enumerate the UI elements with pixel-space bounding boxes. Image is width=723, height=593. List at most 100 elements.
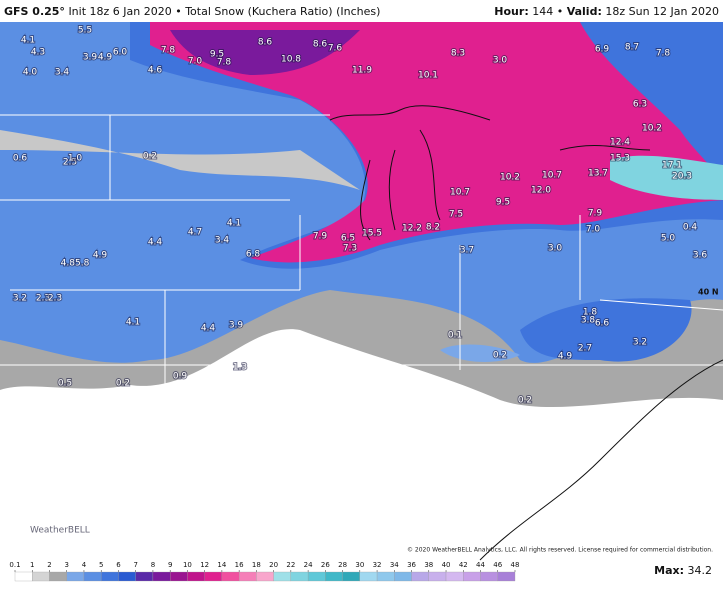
snow-label: 12.0	[531, 186, 551, 196]
snow-label: 3.6	[693, 251, 708, 261]
snow-label: 3.9	[229, 321, 244, 331]
header-valid: Hour: 144 • Valid: 18z Sun 12 Jan 2020	[494, 5, 719, 18]
snow-label: 1.3	[233, 363, 247, 373]
snow-label: 17.1	[662, 161, 682, 171]
description: Init 18z 6 Jan 2020 • Total Snow (Kucher…	[68, 5, 380, 18]
colorbar-tick-label: 26	[321, 561, 330, 569]
snow-label: 6.8	[246, 250, 261, 260]
colorbar-tick-label: 5	[99, 561, 103, 569]
snow-label: 0.1	[448, 331, 462, 341]
snow-label: 4.4	[148, 238, 163, 248]
colorbar-swatch	[342, 571, 360, 582]
snow-label: 9.5	[210, 50, 224, 60]
colorbar-swatch	[480, 571, 498, 582]
colorbar-swatch	[152, 571, 171, 582]
colorbar-swatch	[49, 571, 67, 582]
snow-label: 4.85.8	[61, 259, 90, 269]
snow-label: 8.6	[313, 40, 328, 50]
snow-label: 10.7	[542, 171, 562, 181]
snow-label: 3.9	[83, 53, 98, 63]
snow-label: 7.9	[313, 232, 328, 242]
colorbar-tick-label: 7	[133, 561, 137, 569]
colorbar-swatch	[221, 571, 240, 582]
snow-label: 1.8	[583, 308, 598, 318]
max-label: Max:	[654, 564, 684, 577]
snow-label: 4.7	[188, 228, 202, 238]
purple-shade	[170, 30, 360, 75]
snow-label: 4.9	[558, 352, 573, 362]
snow-label: 10.2	[642, 124, 662, 134]
cyan-shade	[610, 155, 723, 200]
colorbar-tick-label: 9	[168, 561, 172, 569]
east-blue-shade	[520, 298, 692, 362]
colorbar-tick-label: 4	[82, 561, 87, 569]
snow-label: 4.4	[201, 324, 216, 334]
header: GFS 0.25° Init 18z 6 Jan 2020 • Total Sn…	[4, 5, 719, 18]
snow-label: 4.0	[23, 68, 38, 78]
colorbar-tick-label: 10	[183, 561, 192, 569]
colorbar-swatch	[238, 571, 257, 582]
snow-label: 6.6	[595, 319, 610, 329]
snow-label: 0.2	[518, 396, 532, 406]
snow-label: 2.7	[578, 344, 592, 354]
snow-label: 7.8	[217, 58, 232, 68]
colorbar-tick-label: 38	[424, 561, 433, 569]
colorbar-tick-label: 8	[151, 561, 155, 569]
colorbar-tick-label: 6	[116, 561, 121, 569]
snow-label: 2.5	[63, 158, 77, 168]
colorbar-tick-label: 0.1	[9, 561, 20, 569]
colorbar-tick-label: 12	[200, 561, 209, 569]
snow-label: 0.9	[173, 372, 188, 382]
snow-label: 4.3	[31, 48, 45, 58]
snow-label: 6.5	[341, 234, 355, 244]
snow-label: 4.9	[98, 53, 113, 63]
snow-label: 20.3	[672, 172, 692, 182]
colorbar-swatch	[325, 571, 343, 582]
snow-label: 0.4	[683, 223, 698, 233]
colorbar-swatch	[376, 571, 395, 582]
colorbar-tick-label: 30	[355, 561, 364, 569]
snow-label: 3.8	[581, 316, 596, 326]
snow-label: 1.0	[68, 154, 83, 164]
colorbar-swatch	[118, 571, 136, 582]
snow-label: 6.0	[113, 48, 128, 58]
snow-label: 4.6	[148, 66, 163, 76]
colorbar-swatch	[463, 571, 481, 582]
snow-label: 4.1	[21, 36, 35, 46]
max: Max: 34.2	[654, 564, 712, 577]
snow-label: 7.9	[588, 209, 603, 219]
colorbar-tick-label: 1	[30, 561, 34, 569]
snow-label: 3.2	[13, 294, 27, 304]
valid: 18z Sun 12 Jan 2020	[605, 5, 719, 18]
snow-label: 7.5	[449, 210, 463, 220]
snow-label: 8.3	[451, 49, 465, 59]
hour: 144 •	[532, 5, 563, 18]
snow-label: 8.6	[258, 38, 273, 48]
max-value: 34.2	[688, 564, 713, 577]
colorbar-tick-label: 34	[390, 561, 399, 569]
colorbar-swatch	[428, 571, 447, 582]
snow-label: 3.2	[633, 338, 647, 348]
colorbar-swatch	[411, 571, 429, 582]
colorbar: 0.1 1 2 3 4 5 6 7 8 9 10 12 14 16 18 20 22 24 26 28 30 32 34 36…	[9, 561, 519, 582]
state-lines	[0, 114, 723, 555]
snow-label: 0.6	[13, 154, 28, 164]
colorbar-tick-label: 16	[235, 561, 244, 569]
snow-labels: 4.14.34.0 3.45.53.9 4.9 6.04.67.87.09.57.88…	[12, 25, 709, 407]
colorbar-swatch	[497, 571, 516, 582]
snow-label: 10.2	[500, 173, 520, 183]
colorbar-swatch	[135, 571, 154, 582]
snow-label: 4.1	[126, 318, 140, 328]
snow-label: 15.3	[610, 154, 630, 164]
snow-label: 12.2	[402, 224, 422, 234]
colorbar-tick-label: 44	[476, 561, 485, 569]
logo: WeatherBELL	[30, 526, 90, 536]
snow-label: 0.2	[116, 379, 130, 389]
snow-label: 3.4	[215, 236, 230, 246]
map: WeatherBELL 40 N © 2020 WeatherBELL Anal…	[0, 22, 723, 561]
colorbar-tick-label: 28	[338, 561, 347, 569]
snow-label: 7.6	[328, 44, 343, 54]
snow-label: 11.9	[352, 66, 372, 76]
colorbar-tick-label: 14	[217, 561, 226, 569]
